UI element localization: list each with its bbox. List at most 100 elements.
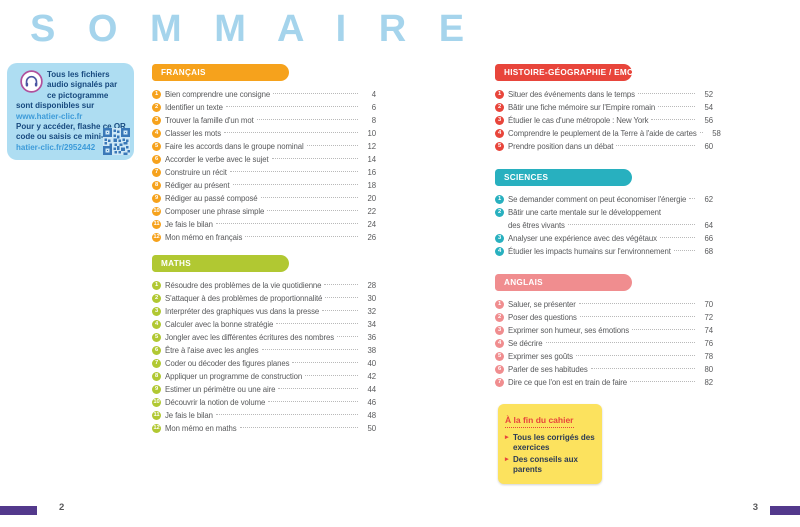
item-number-badge: 5 [152,333,161,342]
item-number-badge: 6 [152,155,161,164]
item-label: Poser des questions [508,313,577,322]
end-of-book-note: À la fin du cahier ▸ Tous les corrigés de… [498,404,602,484]
toc-item: 10 Découvrir la notion de volume 46 [152,396,376,409]
item-label: Composer une phrase simple [165,207,265,216]
item-page-number: 68 [704,247,714,256]
toc-item: 10 Composer une phrase simple 22 [152,205,376,218]
section-header-anglais: ANGLAIS [495,274,632,291]
dot-leader [229,170,358,172]
page-number-left: 2 [59,502,65,513]
item-page-number: 82 [704,378,714,387]
dot-leader [268,400,358,402]
item-page-number: 50 [367,424,377,433]
item-number-badge: 2 [495,103,504,112]
item-label: Étudier le cas d'une métropole : New Yor… [508,116,649,125]
toc-item: 4 Calculer avec la bonne stratégie 34 [152,318,376,331]
toc-item: 1 Bien comprendre une consigne 4 [152,88,376,101]
dot-leader [273,92,358,94]
dot-leader [276,322,358,324]
item-label: Appliquer un programme de construction [165,372,303,381]
item-label: Interpréter des graphiques vus dans la p… [165,307,320,316]
dot-leader [658,105,695,107]
qr-code-icon [103,128,130,155]
item-number-badge: 11 [152,220,161,229]
item-number-badge: 1 [495,195,504,204]
item-number-badge: 6 [152,346,161,355]
mini-link[interactable]: hatier-clic.fr/2952442 [16,142,96,152]
item-page-number: 18 [367,181,377,190]
dot-leader [305,374,358,376]
item-label: Rédiger au présent [165,181,230,190]
item-page-number: 62 [704,195,714,204]
item-page-number: 64 [704,221,714,230]
item-label: Se décrire [508,339,543,348]
item-number-badge: 1 [495,300,504,309]
toc-item: 2 Poser des questions 72 [495,311,713,324]
item-page-number: 58 [712,129,721,138]
dot-leader [630,380,695,382]
item-label: Je fais le bilan [165,220,213,229]
item-number-badge: 4 [495,247,504,256]
item-page-number: 74 [704,326,714,335]
bullet-arrow-icon: ▸ [505,434,509,441]
page-title: S O M M A I R E [30,8,476,50]
end-box-item-text: Des conseils aux parents [513,455,578,474]
toc-item: 6 Accorder le verbe avec le sujet 14 [152,153,376,166]
end-box-item: ▸ Des conseils aux parents [505,455,595,475]
item-page-number: 72 [704,313,714,322]
toc-column-left: FRANÇAIS 1 Bien comprendre une consigne 4 2 I… [152,64,376,446]
item-number-badge: 3 [152,116,161,125]
toc-item: 8 Rédiger au présent 18 [152,179,376,192]
dot-leader [575,354,695,356]
dot-leader [689,197,695,199]
qr-instructions-text: Pour y accéder, flashe ce QR code ou sai… [16,122,126,142]
toc-section-maths: MATHS 1 Résoudre des problèmes de la vie q… [152,255,376,435]
item-number-badge: 2 [152,103,161,112]
audio-note-text: Tous les fichiers audio signalés par ce … [16,70,118,111]
item-page-number: 70 [704,300,714,309]
dot-leader [632,328,695,330]
item-label: Exprimer son humeur, ses émotions [508,326,630,335]
item-label: des êtres vivants [508,221,565,230]
page-tab-left [0,506,37,515]
toc-item: 9 Estimer un périmètre ou une aire 44 [152,383,376,396]
toc-item: 7 Construire un récit 16 [152,166,376,179]
dot-leader [215,413,358,415]
item-number-badge: 8 [152,181,161,190]
item-number-badge: 1 [152,281,161,290]
item-label: Trouver la famille d'un mot [165,116,254,125]
toc-item: 5 Jongler avec les différentes écritures … [152,331,376,344]
toc-item: 3 Étudier le cas d'une métropole : New Yo… [495,114,713,127]
dot-leader [322,309,358,311]
toc-item: 9 Rédiger au passé composé 20 [152,192,376,205]
toc-item: 1 Résoudre des problèmes de la vie quotid… [152,279,376,292]
toc-item: 6 Être à l'aise avec les angles 38 [152,344,376,357]
toc-item: 7 Coder ou décoder des figures planes 40 [152,357,376,370]
dot-leader [261,348,358,350]
toc-section-anglais: ANGLAIS 1 Saluer, se présenter 70 2 Poser des… [495,274,713,389]
hatier-clic-link[interactable]: www.hatier-clic.fr [16,111,83,121]
toc-item: 5 Exprimer ses goûts 78 [495,350,713,363]
dot-leader [278,387,358,389]
dot-leader [590,367,695,369]
item-number-badge: 3 [152,307,161,316]
toc-item: 2 Bâtir une carte mentale sur le développ… [495,206,713,219]
dot-leader [292,361,358,363]
end-box-title: À la fin du cahier [505,415,574,428]
item-number-badge: 4 [495,339,504,348]
item-number-badge: 5 [495,142,504,151]
item-label: Identifier un texte [165,103,223,112]
item-number-badge: 11 [152,411,161,420]
item-label: Accorder le verbe avec le sujet [165,155,269,164]
item-label: Être à l'aise avec les angles [165,346,259,355]
item-label: Bâtir une fiche mémoire sur l'Empire rom… [508,103,656,112]
dot-leader [673,249,695,251]
toc-item: 3 Interpréter des graphiques vus dans la … [152,305,376,318]
dot-leader [271,157,358,159]
item-page-number: 42 [367,372,377,381]
item-label: Jongler avec les différentes écritures d… [165,333,335,342]
toc-item-continued: des êtres vivants 64 [495,219,713,232]
toc-item: 5 Faire les accords dans le groupe nomina… [152,140,376,153]
item-label: Mon mémo en français [165,233,243,242]
item-label: Situer des événements dans le temps [508,90,635,99]
